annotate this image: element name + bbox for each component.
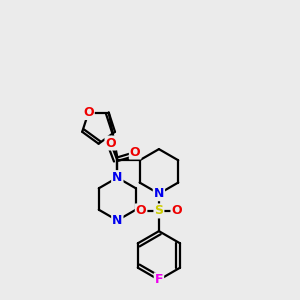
Text: S: S [154,204,164,218]
Text: N: N [154,187,164,200]
Text: O: O [106,136,116,149]
Text: N: N [112,214,122,227]
Text: O: O [136,204,146,218]
Text: O: O [130,146,140,159]
Text: N: N [112,171,122,184]
Text: O: O [171,204,182,218]
Text: F: F [155,273,163,286]
Text: O: O [83,106,94,119]
